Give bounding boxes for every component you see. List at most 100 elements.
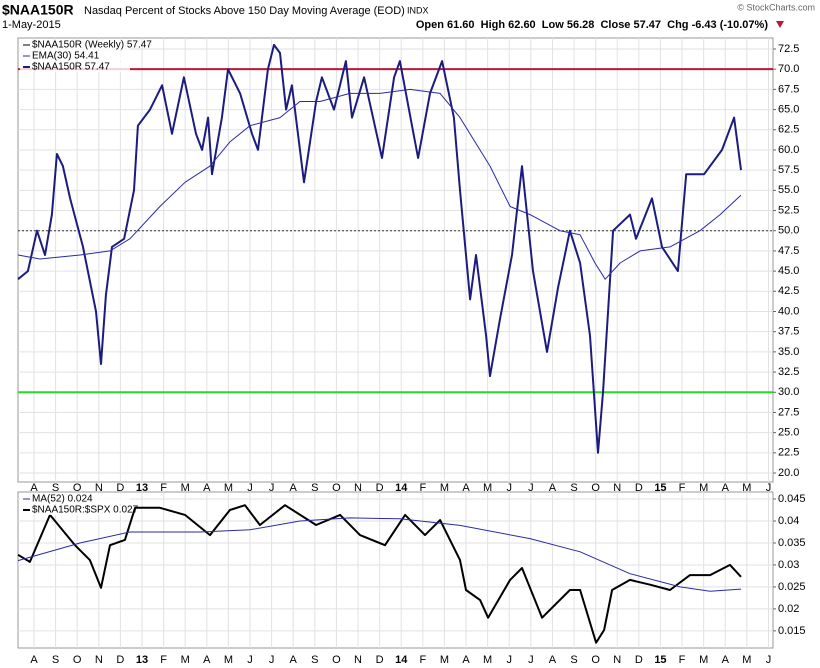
x-tick-label: M: [483, 654, 492, 666]
x-tick-label: O: [73, 482, 82, 494]
x-tick-label: N: [613, 654, 621, 666]
y-tick-label: 72.5: [778, 43, 799, 55]
x-tick-label: D: [376, 654, 384, 666]
x-tick-label: 15: [654, 654, 666, 666]
x-tick-label: N: [613, 482, 621, 494]
copyright: © StockCharts.com: [737, 2, 815, 12]
legend-label: $NAA150R:$SPX 0.027: [32, 505, 139, 516]
y-tick-label: 0.02: [778, 603, 799, 615]
y-tick-label: 62.5: [778, 124, 799, 136]
y-tick-label: 30.0: [778, 386, 799, 398]
x-tick-label: D: [376, 482, 384, 494]
x-tick-label: A: [722, 482, 730, 494]
x-tick-label: A: [462, 654, 470, 666]
series-line: [17, 504, 742, 644]
y-tick-label: 0.045: [778, 493, 806, 505]
y-tick-label: 22.5: [778, 447, 799, 459]
legend-label: $NAA150R (Weekly) 57.47: [32, 40, 152, 51]
y-tick-label: 35.0: [778, 346, 799, 358]
x-tick-label: F: [679, 654, 686, 666]
x-tick-label: O: [73, 654, 82, 666]
x-tick-label: O: [332, 654, 341, 666]
x-tick-label: N: [354, 654, 362, 666]
panel-frame: [17, 37, 774, 483]
x-tick-label: A: [549, 654, 557, 666]
legend-label: MA(52) 0.024: [32, 494, 93, 505]
y-tick-label: 37.5: [778, 326, 799, 338]
y-tick-label: 0.035: [778, 537, 806, 549]
quote: Open 61.60 High 62.60 Low 56.28 Close 57…: [416, 19, 768, 31]
y-tick-label: 0.04: [778, 515, 799, 527]
x-tick-label: J: [506, 654, 512, 666]
x-tick-label: N: [354, 482, 362, 494]
y-tick-label: 47.5: [778, 245, 799, 257]
x-tick-label: 13: [136, 482, 148, 494]
x-tick-label: M: [440, 654, 449, 666]
x-tick-label: F: [419, 482, 426, 494]
x-tick-label: A: [462, 482, 470, 494]
down-arrow: [776, 21, 784, 28]
y-tick-label: 32.5: [778, 366, 799, 378]
x-tick-label: M: [483, 482, 492, 494]
x-tick-label: A: [203, 654, 211, 666]
x-tick-label: F: [160, 654, 167, 666]
legend-label: $NAA150R 57.47: [32, 62, 110, 73]
y-tick-label: 55.0: [778, 184, 799, 196]
x-tick-label: 14: [395, 482, 408, 494]
x-tick-label: A: [290, 482, 298, 494]
x-tick-label: M: [699, 654, 708, 666]
x-tick-label: 14: [395, 654, 408, 666]
x-tick-label: F: [419, 654, 426, 666]
panel-frame: [17, 491, 774, 649]
y-tick-label: 20.0: [778, 467, 799, 479]
y-tick-label: 57.5: [778, 164, 799, 176]
x-tick-label: D: [116, 482, 124, 494]
x-tick-label: M: [224, 482, 233, 494]
exchange: INDX: [407, 5, 429, 15]
legend-label: EMA(30) 54.41: [32, 51, 100, 62]
y-tick-label: 50.0: [778, 225, 799, 237]
x-tick-label: F: [679, 482, 686, 494]
y-tick-label: 27.5: [778, 406, 799, 418]
x-tick-label: M: [742, 482, 751, 494]
x-tick-label: J: [247, 654, 253, 666]
x-tick-label: O: [591, 482, 600, 494]
series-line: [17, 88, 742, 280]
x-tick-label: J: [269, 482, 275, 494]
x-tick-label: A: [722, 654, 730, 666]
y-tick-label: 25.0: [778, 427, 799, 439]
x-tick-label: A: [203, 482, 211, 494]
x-tick-label: M: [742, 654, 751, 666]
x-tick-label: J: [766, 654, 772, 666]
y-tick-label: 60.0: [778, 144, 799, 156]
x-tick-label: J: [506, 482, 512, 494]
x-tick-label: N: [95, 482, 103, 494]
y-tick-label: 40.0: [778, 305, 799, 317]
y-tick-label: 0.025: [778, 581, 806, 593]
x-tick-label: S: [311, 654, 318, 666]
x-tick-label: M: [224, 654, 233, 666]
x-tick-label: O: [332, 482, 341, 494]
series-line: [17, 517, 742, 592]
x-tick-label: J: [766, 482, 772, 494]
legend-bg: [20, 51, 130, 61]
y-tick-label: 52.5: [778, 204, 799, 216]
x-tick-label: S: [52, 654, 59, 666]
y-tick-label: 65.0: [778, 103, 799, 115]
legend-bg: [20, 505, 130, 515]
series-line: [17, 43, 742, 454]
x-tick-label: J: [269, 654, 275, 666]
y-tick-label: 67.5: [778, 83, 799, 95]
x-tick-label: A: [30, 654, 38, 666]
x-tick-label: D: [635, 482, 643, 494]
legend-bg: [20, 494, 130, 504]
title: Nasdaq Percent of Stocks Above 150 Day M…: [84, 5, 405, 17]
x-tick-label: M: [181, 654, 190, 666]
x-tick-label: J: [528, 482, 534, 494]
legend-bg: [20, 40, 130, 50]
x-tick-label: D: [116, 654, 124, 666]
x-tick-label: A: [549, 482, 557, 494]
x-tick-label: 13: [136, 654, 148, 666]
x-tick-label: J: [528, 654, 534, 666]
